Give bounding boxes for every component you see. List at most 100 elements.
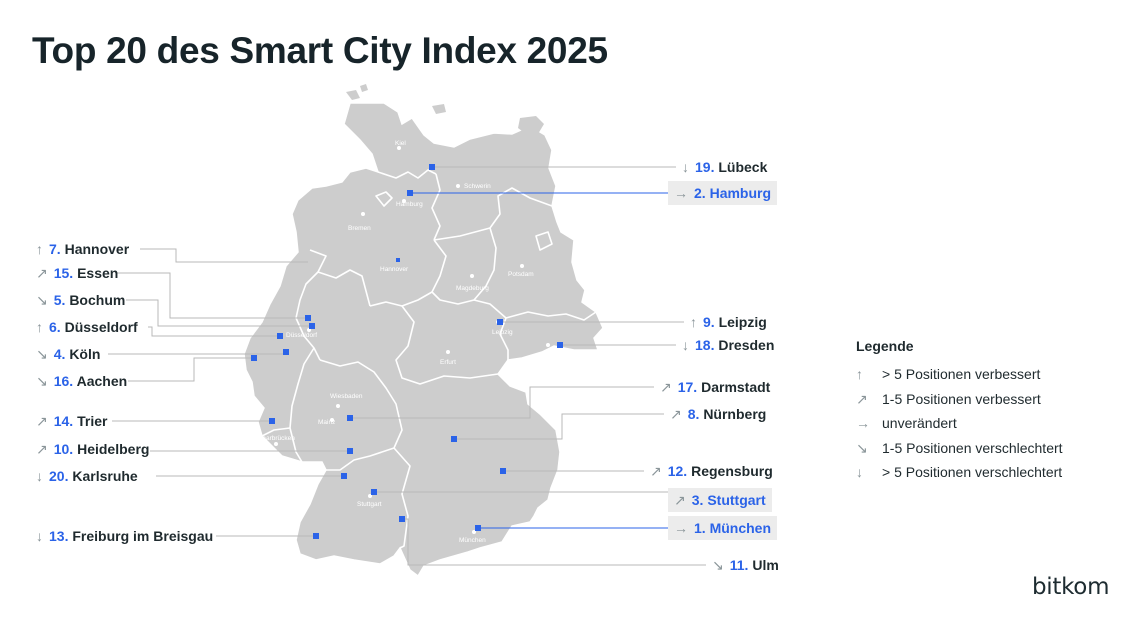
map-label-wiesbaden: Wiesbaden	[330, 393, 363, 400]
legend-item-strong-down: ↓ > 5 Positionen verschlechtert	[856, 460, 1063, 485]
trend-arrow-icon: ↗	[674, 492, 686, 508]
marker-stuttgart	[371, 489, 377, 495]
marker-koeln	[283, 349, 289, 355]
trend-arrow-icon: ↗	[660, 379, 672, 395]
legend-item-up: ↗ 1-5 Positionen verbessert	[856, 387, 1063, 412]
legend-item-unchanged: → unverändert	[856, 411, 1063, 436]
city-label-leipzig: ↑ 9. Leipzig	[690, 314, 767, 330]
trend-arrow-icon: ↓	[36, 468, 43, 484]
bitkom-logo: bitkom	[1032, 574, 1110, 600]
marker-dresden	[557, 342, 563, 348]
state-borders	[261, 169, 597, 549]
city-label-stuttgart: ↗ 3. Stuttgart	[668, 488, 772, 512]
trend-arrow-icon: ↓	[36, 528, 43, 544]
city-label-regensburg: ↗ 12. Regensburg	[650, 463, 773, 479]
germany-outline	[243, 102, 604, 578]
city-label-duesseldorf: ↑ 6. Düsseldorf	[36, 319, 138, 335]
city-label-essen: ↗ 15. Essen	[36, 265, 119, 281]
map-label-schwerin: Schwerin	[464, 183, 491, 190]
trend-arrow-icon: ↘	[36, 292, 48, 308]
arrow-up-right-icon: ↗	[856, 390, 868, 407]
legend-title: Legende	[856, 338, 914, 354]
legend: Legende ↑ > 5 Positionen verbessert ↗ 1-5 …	[856, 338, 1063, 485]
trend-arrow-icon: ↘	[36, 346, 48, 362]
island-ruegen	[518, 116, 544, 134]
leader-duesseldorf	[148, 326, 280, 337]
leader-darmstadt	[350, 386, 654, 419]
trend-arrow-icon: ↑	[690, 314, 697, 330]
marker-luebeck	[429, 164, 435, 170]
map-label-muenchen: München	[459, 537, 486, 544]
city-label-karlsruhe: ↓ 20. Karlsruhe	[36, 468, 138, 484]
map-label-stuttgart: Stuttgart	[357, 501, 382, 508]
city-label-dresden: ↓ 18. Dresden	[682, 337, 775, 353]
arrow-down-icon: ↓	[856, 464, 863, 480]
trend-arrow-icon: ↗	[36, 441, 48, 457]
marker-hamburg	[407, 190, 413, 196]
marker-essen	[305, 315, 311, 321]
leader-nuernberg	[454, 413, 664, 440]
trend-arrow-icon: ↗	[670, 406, 682, 422]
city-label-koeln: ↘ 4. Köln	[36, 346, 101, 362]
map-place-labels: Kiel Schwerin Hamburg Bremen Hannover Po…	[258, 140, 569, 544]
city-label-muenchen: → 1. München	[668, 516, 778, 540]
map-label-dresden: Dresden	[544, 350, 569, 357]
city-label-darmstadt: ↗ 17. Darmstadt	[660, 379, 771, 395]
map-label-duesseldorf: Düsseldorf	[286, 332, 317, 339]
arrow-down-right-icon: ↘	[856, 439, 868, 456]
page-title: Top 20 des Smart City Index 2025	[32, 30, 608, 71]
city-label-trier: ↗ 14. Trier	[36, 413, 108, 429]
marker-aachen	[251, 355, 257, 361]
trend-arrow-icon: ↓	[682, 337, 689, 353]
legend-item-down: ↘ 1-5 Positionen verschlechtert	[856, 436, 1063, 461]
islands-north-sea	[346, 84, 368, 100]
leader-hannover	[140, 248, 308, 263]
city-label-aachen: ↘ 16. Aachen	[36, 373, 128, 389]
trend-arrow-icon: ↗	[650, 463, 662, 479]
marker-trier	[269, 418, 275, 424]
trend-arrow-icon: ↑	[36, 319, 43, 335]
trend-arrow-icon: ↗	[36, 413, 48, 429]
leader-lines	[108, 166, 706, 566]
trend-arrow-icon: ↗	[36, 265, 48, 281]
trend-arrow-icon: ↘	[712, 557, 724, 573]
map-label-mainz: Mainz	[318, 419, 335, 426]
marker-hannover	[396, 258, 400, 262]
map-label-erfurt: Erfurt	[440, 359, 456, 366]
map-label-bremen: Bremen	[348, 225, 371, 232]
island-fehmarn	[432, 104, 446, 114]
marker-muenchen	[475, 525, 481, 531]
city-markers	[251, 164, 563, 539]
legend-item-strong-up: ↑ > 5 Positionen verbessert	[856, 362, 1063, 387]
marker-nuernberg	[451, 436, 457, 442]
city-label-freiburg: ↓ 13. Freiburg im Breisgau	[36, 528, 214, 544]
trend-arrow-icon: →	[674, 520, 688, 536]
trend-arrow-icon: ↘	[36, 373, 48, 389]
map-label-leipzig: Leipzig	[492, 329, 513, 336]
map-label-magdeburg: Magdeburg	[456, 285, 489, 292]
map-label-hannover: Hannover	[380, 266, 409, 273]
leader-aachen	[128, 357, 254, 382]
marker-duesseldorf	[277, 333, 283, 339]
arrow-right-icon: →	[856, 415, 870, 431]
map-label-kiel: Kiel	[395, 140, 406, 147]
arrow-up-icon: ↑	[856, 366, 863, 382]
trend-arrow-icon: →	[674, 185, 688, 201]
city-label-nuernberg: ↗ 8. Nürnberg	[670, 406, 767, 422]
leader-bochum	[126, 299, 312, 327]
marker-heidelberg	[347, 448, 353, 454]
marker-freiburg	[313, 533, 319, 539]
city-label-heidelberg: ↗ 10. Heidelberg	[36, 441, 150, 457]
marker-darmstadt	[347, 415, 353, 421]
trend-arrow-icon: ↑	[36, 241, 43, 257]
trend-arrow-icon: ↓	[682, 159, 689, 175]
leader-essen	[116, 272, 308, 319]
marker-leipzig	[497, 319, 503, 325]
city-label-hannover: ↑ 7. Hannover	[36, 241, 130, 257]
city-label-ulm: ↘ 11. Ulm	[712, 557, 779, 573]
city-label-hamburg: → 2. Hamburg	[668, 181, 778, 205]
marker-ulm	[399, 516, 405, 522]
map-label-potsdam: Potsdam	[508, 271, 534, 278]
city-label-bochum: ↘ 5. Bochum	[36, 292, 126, 308]
